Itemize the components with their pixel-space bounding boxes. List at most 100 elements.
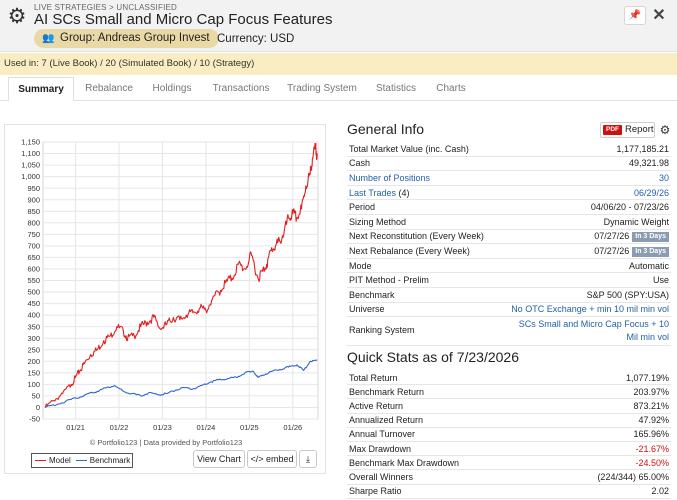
y-tick-label: 200 [27,357,40,366]
info-key-text: Universe [349,304,385,315]
group-label: Group: Andreas Group Invest [60,32,210,44]
info-value: 2.02 [651,486,669,496]
info-value: 1,177,185.21 [616,144,669,154]
info-key: Benchmark Return [349,387,424,397]
benchmark-series-line [44,359,318,408]
info-value: 07/27/26 In 3 Days [594,231,669,243]
info-key: Number of Positions [349,173,430,183]
model-series-line [44,142,318,408]
info-key-text: Next Rebalance (Every Week) [349,245,470,256]
info-value[interactable]: 30 [659,173,669,183]
info-key-text: Benchmark Max Drawdown [349,457,460,468]
tab-trading-system[interactable]: Trading System [287,83,357,94]
tab-summary[interactable]: Summary [8,77,74,102]
info-key-text: Active Return [349,400,404,411]
gear-icon[interactable]: ⚙ [7,5,27,28]
info-key[interactable]: Last Trades (4) [349,188,410,198]
info-key-text: Total Return [349,372,398,383]
y-tick-label: 700 [27,241,40,250]
info-key-text: Number of Positions [349,172,431,183]
y-tick-label: 150 [27,368,40,377]
info-key-text: Sharpe Ratio [349,486,402,497]
info-value-text: Use [652,275,669,286]
breadcrumb[interactable]: LIVE STRATEGIES > UNCLASSIFIED [34,3,177,12]
performance-chart-panel: 1,150 1,100 1,050 1,000 950 900 850 800 750 700 65… [4,124,326,474]
info-value-text: 49,321.98 [628,158,669,169]
info-key: Sizing Method [349,217,406,227]
info-value[interactable]: 06/29/26 [634,188,669,198]
info-key-text: Max Drawdown [349,443,412,454]
pin-icon: 📌 [628,10,642,21]
info-row: Ranking System SCs Small and Micro Cap Fo… [347,317,671,347]
info-row: Next Reconstitution (Every Week) 07/27/26… [347,230,671,245]
gear-icon[interactable]: ⚙ [659,123,671,137]
info-value[interactable]: SCs Small and Micro Cap Focus + 10 Mil mi… [519,318,669,344]
quick-stats-table: Total Return 1,077.19% Benchmark Return 203… [347,371,671,499]
info-value-text: 1,077.19% [625,372,669,383]
y-tick-label: 350 [27,322,40,331]
group-badge[interactable]: 👥 Group: Andreas Group Invest [34,29,219,48]
info-value-text: -21.67% [635,443,669,454]
y-tick-label: 550 [27,276,40,285]
info-row: Sizing Method Dynamic Weight [347,215,671,230]
info-value: Use [653,275,669,285]
pin-button[interactable]: 📌 [624,6,646,25]
info-key: Sharpe Ratio [349,486,402,496]
y-tick-label: 450 [27,299,40,308]
info-value: Automatic [629,261,669,271]
info-value: 47.92% [638,415,669,425]
tab-transactions[interactable]: Transactions [212,83,270,94]
view-chart-button[interactable]: View Chart [193,450,245,468]
info-row: Annual Turnover 165.96% [347,428,671,442]
legend-benchmark-swatch [75,460,87,462]
y-tick-label: 100 [27,380,40,389]
info-row: Overall Winners (224/344) 65.00% [347,470,671,485]
info-key-text: Sizing Method [349,216,407,227]
info-value[interactable]: No OTC Exchange + min 10 mil min vol [511,304,669,314]
info-key-text: Overall Winners [349,471,414,482]
info-row: Sharpe Ratio 2.02 [347,485,671,499]
pdf-report-button[interactable]: PDF Report [600,122,655,138]
tab-bar: Summary Rebalance Holdings Transactions … [0,77,677,102]
info-row: Next Rebalance (Every Week) 07/27/26 In 3 … [347,244,671,259]
info-key-text: PIT Method - Prelim [349,275,429,286]
chart-footnote: © Portfolio123 | Data provided by Portfo… [89,438,243,447]
users-icon: 👥 [42,33,55,44]
y-tick-label: 0 [36,403,40,412]
tab-holdings[interactable]: Holdings [152,83,192,94]
info-key: Next Reconstitution (Every Week) [349,231,484,241]
info-key-text: Annualized Return [349,415,424,426]
chart-legend[interactable]: Model Benchmark [31,453,133,468]
tab-charts[interactable]: Charts [436,83,466,94]
close-button[interactable]: ✕ [650,6,668,25]
info-key: Ranking System [349,325,415,335]
legend-model-swatch [35,460,46,462]
info-value-text: 06/29/26 [633,187,669,198]
info-key: PIT Method - Prelim [349,275,429,285]
info-key-text: Ranking System [349,325,415,336]
x-tick-label: 01/23 [153,423,172,432]
info-value: 165.96% [633,429,669,439]
info-key: Total Market Value (inc. Cash) [349,144,469,154]
embed-button[interactable]: </> embed [247,450,297,468]
y-tick-label: 400 [27,311,40,320]
info-value-text: 30 [658,172,669,183]
tab-statistics[interactable]: Statistics [375,83,416,94]
download-button[interactable]: ⤓ [299,450,317,468]
tab-rebalance[interactable]: Rebalance [85,83,133,94]
info-value-text: 165.96% [633,429,669,440]
used-in-bar: Used in: 7 (Live Book) / 20 (Simulated B… [0,53,677,75]
info-row: Universe No OTC Exchange + min 10 mil min… [347,303,671,318]
info-value-text: 203.97% [633,386,669,397]
download-icon: ⤓ [306,454,310,464]
info-key: Max Drawdown [349,444,411,454]
info-value: -24.50% [635,458,669,468]
legend-benchmark-label: Benchmark [89,456,131,465]
y-tick-label: 650 [27,253,40,262]
performance-chart[interactable]: 1,150 1,100 1,050 1,000 950 900 850 800 750 700 65… [5,125,325,437]
info-key-text: Cash [349,158,371,169]
info-row: Total Market Value (inc. Cash) 1,177,185.… [347,142,671,157]
y-tick-label: 250 [27,345,40,354]
y-tick-label: 600 [27,265,40,274]
info-value-text: 04/06/20 - 07/23/26 [590,202,669,213]
